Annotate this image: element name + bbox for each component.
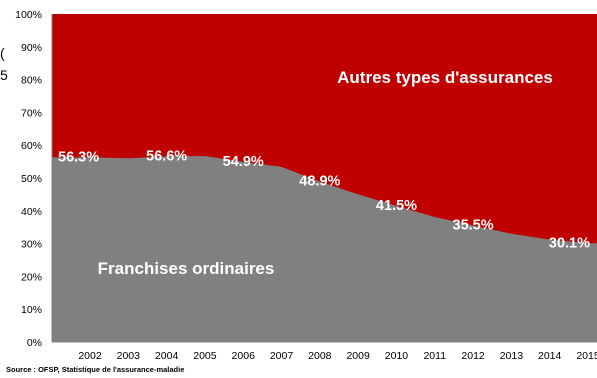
lower-area (52, 156, 597, 342)
x-axis: 2002 2003 2004 2005 2006 2007 2008 2009 2010 2011… (52, 341, 597, 362)
x-tick-label: 2010 (385, 350, 409, 362)
x-tick-label: 2014 (538, 350, 562, 362)
y-tick-label: 100% (15, 9, 42, 21)
x-tick-label: 2002 (78, 350, 102, 362)
data-label: 56.6% (146, 148, 187, 164)
y-tick-label: 60% (21, 140, 42, 152)
data-label: 41.5% (376, 198, 417, 214)
y-tick-label: 50% (21, 173, 42, 185)
data-labels: 56.3% 56.6% 54.9% 48.9% 41.5% 35.5% 30.1% (58, 148, 590, 251)
y-tick-label: 20% (21, 271, 42, 283)
y-axis: 0% 10% 20% 30% 40% 50% 60% 70% 80% 90% 100% (15, 9, 53, 349)
upper-area-label: Autres types d'assurances (337, 68, 553, 87)
y-tick-label: 10% (21, 304, 42, 316)
data-label: 54.9% (223, 154, 264, 170)
source-note: Source : OFSP, Statistique de l'assuranc… (6, 365, 185, 374)
data-label: 48.9% (299, 174, 340, 190)
x-tick-label: 2013 (500, 350, 524, 362)
x-tick-label: 2003 (117, 350, 141, 362)
data-label: 56.3% (58, 149, 99, 165)
data-label: 35.5% (453, 218, 494, 234)
y-tick-label: 80% (21, 75, 42, 87)
x-tick-label: 2011 (423, 350, 446, 362)
data-label: 30.1% (549, 235, 590, 251)
y-tick-label: 0% (27, 337, 42, 349)
x-tick-label: 2006 (232, 350, 256, 362)
x-tick-label: 2004 (155, 350, 179, 362)
x-tick-label: 2009 (346, 350, 370, 362)
edge-fragment-2: 5 (0, 67, 8, 83)
x-tick-label: 2007 (270, 350, 294, 362)
x-tick-label: 2008 (308, 350, 332, 362)
y-tick-label: 70% (21, 107, 42, 119)
y-tick-label: 30% (21, 239, 42, 251)
y-tick-label: 90% (21, 42, 42, 54)
plot-area (52, 14, 597, 342)
edge-fragment-1: ( (0, 45, 5, 61)
x-tick-label: 2015 (576, 350, 597, 362)
x-tick-label: 2012 (461, 350, 485, 362)
y-tick-label: 40% (21, 206, 42, 218)
lower-area-label: Franchises ordinaires (98, 259, 275, 278)
x-tick-label: 2005 (193, 350, 217, 362)
